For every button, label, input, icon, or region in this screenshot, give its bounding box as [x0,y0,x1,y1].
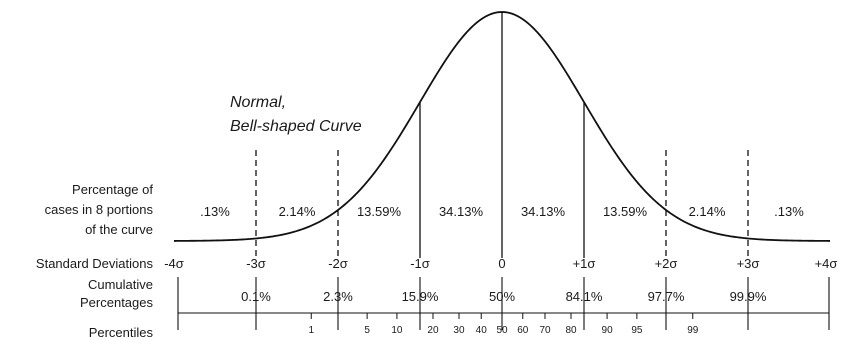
percentile-label: 80 [565,325,577,336]
portions-label-line-2: cases in 8 portions [45,202,154,217]
cumulative-percent-label: 84.1% [566,289,603,304]
portion-percent-label: 13.59% [603,204,648,219]
percentile-label: 99 [687,325,699,336]
cumulative-label-line-1: Cumulative [88,277,153,292]
sd-tick-label: -4σ [164,256,184,271]
portion-percent-label: 2.14% [689,204,726,219]
percentile-label: 20 [427,325,439,336]
percentile-label: 70 [539,325,551,336]
portion-percent-label: .13% [200,204,230,219]
sd-tick-label: -3σ [246,256,266,271]
portion-percent-label: 34.13% [439,204,484,219]
cumulative-percent-label: 0.1% [241,289,271,304]
sd-tick-label: -2σ [328,256,348,271]
sd-tick-label: +1σ [573,256,596,271]
cumulative-percent-label: 99.9% [730,289,767,304]
sd-tick-label: 0 [498,256,505,271]
cumulative-percent-label: 2.3% [323,289,353,304]
cumulative-label-line-2: Percentages [80,295,153,310]
sd-tick-label: +3σ [737,256,760,271]
percentile-label: 90 [602,325,614,336]
percentiles-row-label: Percentiles [89,325,154,340]
portion-percent-label: .13% [774,204,804,219]
cumulative-percent-label: 97.7% [648,289,685,304]
std-dev-row-label: Standard Deviations [36,256,154,271]
cumulative-percent-label: 50% [489,289,515,304]
percentile-label: 60 [517,325,529,336]
sd-tick-label: -1σ [410,256,430,271]
percentile-label: 10 [391,325,403,336]
percentile-label: 95 [631,325,643,336]
percentile-label: 5 [364,325,370,336]
sd-tick-label: +2σ [655,256,678,271]
curve-title-line-2: Bell-shaped Curve [230,118,362,135]
curve-title-line-1: Normal, [230,94,286,111]
percentile-label: 30 [453,325,465,336]
diagram-marks-layer: .13% 2.14% 13.59% 34.13% 34.13% 13.59% 2.14% .1… [164,12,837,336]
portions-label-line-1: Percentage of [72,182,153,197]
portion-percent-label: 34.13% [521,204,566,219]
portion-percent-label: 13.59% [357,204,402,219]
percentile-label: 50 [496,325,508,336]
cumulative-percent-label: 15.9% [402,289,439,304]
sd-tick-label: +4σ [815,256,838,271]
portions-label-line-3: of the curve [85,222,153,237]
percentile-label: 40 [476,325,488,336]
portion-percent-label: 2.14% [279,204,316,219]
percentile-label: 1 [308,325,314,336]
